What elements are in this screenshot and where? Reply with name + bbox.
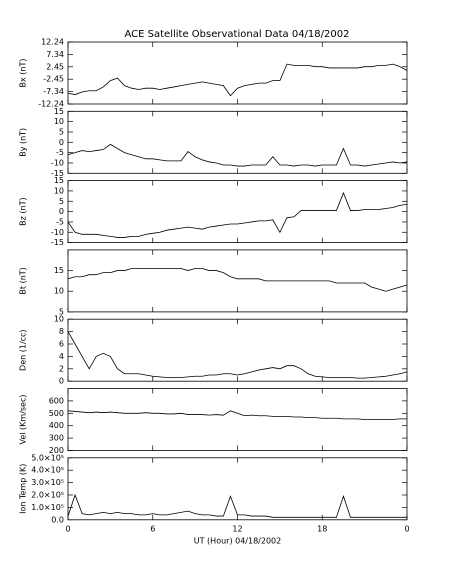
y-tick-label: 4 bbox=[59, 352, 64, 361]
data-line bbox=[67, 63, 408, 97]
y-tick-label: 10 bbox=[54, 287, 64, 296]
x-tick-label: 18 bbox=[317, 524, 327, 533]
y-tick-label: 10 bbox=[54, 315, 64, 324]
data-line bbox=[67, 331, 408, 379]
y-tick-label: 2.0×10⁵ bbox=[31, 491, 64, 500]
panel-frame bbox=[67, 388, 408, 451]
panel-frame bbox=[67, 318, 408, 382]
y-tick-label: 5 bbox=[59, 127, 64, 136]
y-tick-label: 0 bbox=[59, 138, 64, 147]
y-tick-label: -15 bbox=[51, 169, 64, 178]
y-axis-label: By (nT) bbox=[19, 128, 28, 157]
y-tick-label: -10 bbox=[51, 228, 64, 237]
chart-title: ACE Satellite Observational Data 04/18/2… bbox=[125, 29, 350, 40]
data-line bbox=[67, 191, 408, 238]
y-tick-label: 5 bbox=[59, 307, 64, 316]
y-axis-label: Ion Temp (K) bbox=[19, 464, 28, 514]
y-tick-label: 300 bbox=[49, 434, 64, 443]
y-axis-label: Bz (nT) bbox=[19, 197, 28, 225]
y-tick-label: 2.45 bbox=[46, 62, 64, 71]
panel-frame bbox=[67, 180, 408, 244]
data-line bbox=[67, 410, 407, 420]
y-tick-label: -10 bbox=[51, 158, 64, 167]
y-tick-label: 7.34 bbox=[46, 50, 64, 59]
y-tick-label: 0 bbox=[59, 377, 64, 386]
y-axis-label: Vel (Km/sec) bbox=[19, 394, 28, 444]
y-tick-label: -7.34 bbox=[43, 87, 64, 96]
data-line bbox=[67, 268, 408, 292]
y-tick-label: 2 bbox=[59, 364, 64, 373]
y-tick-label: 4.0×10⁵ bbox=[31, 466, 64, 475]
y-tick-label: 6 bbox=[59, 340, 64, 349]
data-line bbox=[67, 143, 408, 167]
y-axis-label: Bt (nT) bbox=[19, 267, 28, 294]
x-axis-label: UT (Hour) 04/18/2002 bbox=[194, 536, 281, 545]
y-tick-label: -5 bbox=[56, 217, 64, 226]
panel-frame bbox=[67, 249, 408, 313]
panel-frame bbox=[67, 457, 408, 521]
panel-frame bbox=[67, 110, 408, 174]
y-tick-label: 1.0×10⁵ bbox=[31, 503, 64, 512]
y-tick-label: 8 bbox=[59, 327, 64, 336]
y-tick-label: 200 bbox=[49, 446, 64, 455]
y-tick-label: 15 bbox=[54, 107, 64, 116]
y-axis-label: Den (1/cc) bbox=[19, 329, 28, 371]
y-tick-label: -15 bbox=[51, 238, 64, 247]
y-tick-label: 15 bbox=[54, 176, 64, 185]
x-tick-label: 0 bbox=[65, 524, 70, 533]
y-axis-label: Bx (nT) bbox=[19, 59, 28, 88]
y-tick-label: 10 bbox=[54, 117, 64, 126]
panel-frame bbox=[67, 41, 408, 105]
x-tick-label: 12 bbox=[232, 524, 242, 533]
y-tick-label: 0 bbox=[59, 207, 64, 216]
data-line bbox=[67, 493, 407, 518]
y-tick-label: 500 bbox=[49, 409, 64, 418]
y-tick-label: -5 bbox=[56, 148, 64, 157]
y-tick-label: 600 bbox=[49, 396, 64, 405]
y-tick-label: 0.0 bbox=[51, 515, 64, 524]
y-tick-label: 12.24 bbox=[41, 38, 64, 47]
y-tick-label: 10 bbox=[54, 186, 64, 195]
y-tick-label: -12.24 bbox=[38, 100, 64, 109]
y-tick-label: -2.45 bbox=[43, 75, 64, 84]
y-tick-label: 5.0×10⁵ bbox=[31, 453, 64, 462]
y-tick-label: 400 bbox=[49, 421, 64, 430]
y-tick-label: 5 bbox=[59, 197, 64, 206]
x-tick-label: 6 bbox=[150, 524, 155, 533]
y-tick-label: 15 bbox=[54, 266, 64, 275]
y-tick-label: 3.0×10⁵ bbox=[31, 478, 64, 487]
x-tick-label: 0 bbox=[404, 524, 409, 533]
